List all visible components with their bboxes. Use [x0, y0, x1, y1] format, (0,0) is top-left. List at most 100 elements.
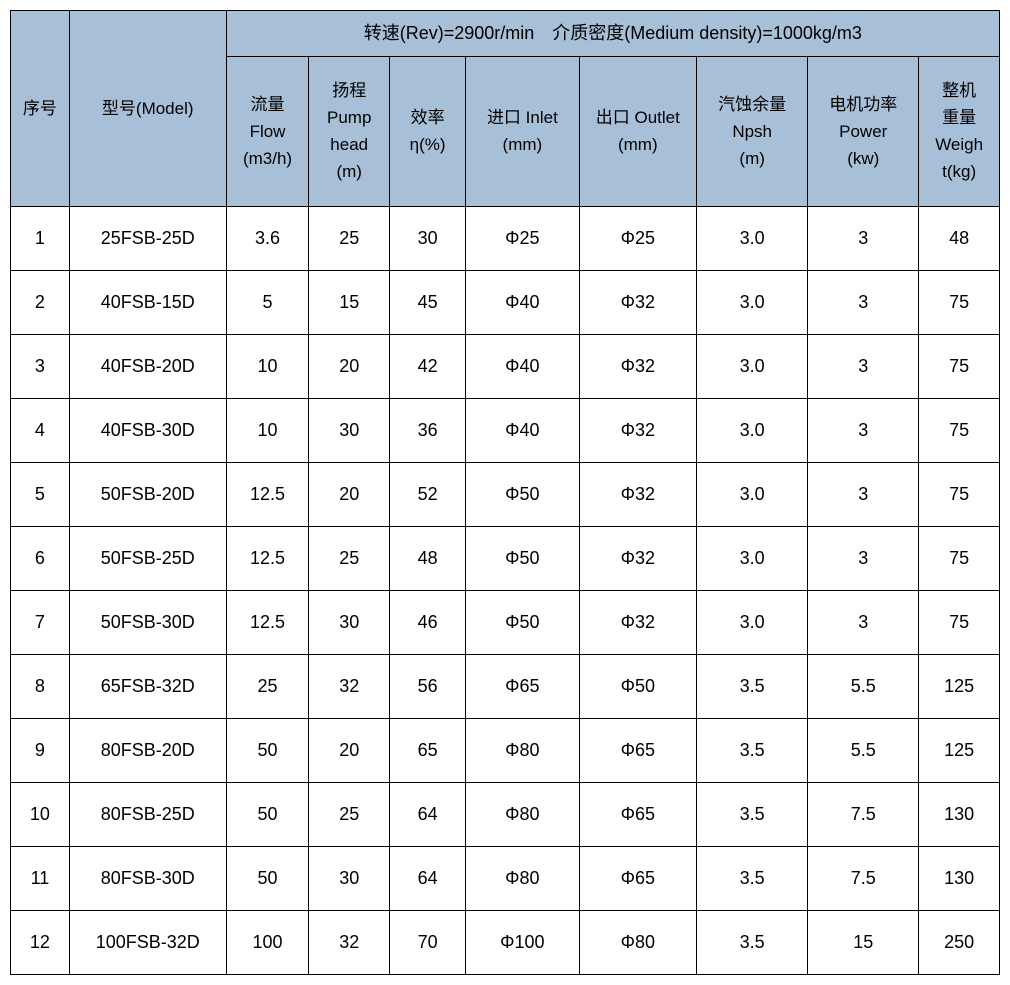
cell-power: 3 [808, 270, 919, 334]
cell-seq: 2 [11, 270, 70, 334]
cell-outlet: Φ65 [579, 718, 697, 782]
cell-model: 40FSB-30D [69, 398, 226, 462]
cell-seq: 3 [11, 334, 70, 398]
cell-seq: 6 [11, 526, 70, 590]
cell-outlet: Φ32 [579, 526, 697, 590]
header-efficiency: 效率 η(%) [390, 56, 466, 206]
cell-outlet: Φ32 [579, 270, 697, 334]
cell-flow: 3.6 [226, 206, 309, 270]
table-row: 125FSB-25D3.62530Φ25Φ253.0348 [11, 206, 1000, 270]
cell-seq: 11 [11, 846, 70, 910]
cell-seq: 7 [11, 590, 70, 654]
cell-head: 30 [309, 590, 390, 654]
cell-inlet: Φ80 [466, 846, 579, 910]
header-npsh-en: Npsh [732, 122, 772, 141]
cell-weight: 48 [919, 206, 1000, 270]
header-inlet: 进口 Inlet (mm) [466, 56, 579, 206]
header-eff-unit: η(%) [410, 135, 446, 154]
header-weight: 整机 重量 Weigh t(kg) [919, 56, 1000, 206]
cell-npsh: 3.5 [697, 654, 808, 718]
cell-weight: 125 [919, 718, 1000, 782]
cell-weight: 130 [919, 846, 1000, 910]
cell-weight: 75 [919, 270, 1000, 334]
cell-eff: 45 [390, 270, 466, 334]
cell-npsh: 3.0 [697, 206, 808, 270]
table-row: 240FSB-15D51545Φ40Φ323.0375 [11, 270, 1000, 334]
cell-power: 3 [808, 398, 919, 462]
cell-head: 20 [309, 334, 390, 398]
cell-flow: 5 [226, 270, 309, 334]
table-row: 1080FSB-25D502564Φ80Φ653.57.5130 [11, 782, 1000, 846]
cell-flow: 50 [226, 718, 309, 782]
header-model: 型号(Model) [69, 11, 226, 207]
cell-flow: 100 [226, 910, 309, 974]
cell-seq: 1 [11, 206, 70, 270]
cell-power: 15 [808, 910, 919, 974]
cell-eff: 46 [390, 590, 466, 654]
cell-model: 50FSB-25D [69, 526, 226, 590]
cell-eff: 30 [390, 206, 466, 270]
header-conditions: 转速(Rev)=2900r/min 介质密度(Medium density)=1… [226, 11, 999, 57]
header-flow-unit: (m3/h) [243, 149, 292, 168]
cell-model: 50FSB-20D [69, 462, 226, 526]
cell-npsh: 3.0 [697, 590, 808, 654]
cell-eff: 36 [390, 398, 466, 462]
cell-npsh: 3.5 [697, 846, 808, 910]
cell-eff: 56 [390, 654, 466, 718]
header-head-cn: 扬程 [332, 81, 366, 100]
cell-seq: 5 [11, 462, 70, 526]
header-seq: 序号 [11, 11, 70, 207]
cell-eff: 48 [390, 526, 466, 590]
header-inlet-label: 进口 Inlet [487, 108, 558, 127]
cell-outlet: Φ65 [579, 846, 697, 910]
table-body: 125FSB-25D3.62530Φ25Φ253.0348240FSB-15D5… [11, 206, 1000, 974]
cell-flow: 50 [226, 782, 309, 846]
cell-inlet: Φ80 [466, 718, 579, 782]
cell-outlet: Φ32 [579, 398, 697, 462]
cell-inlet: Φ100 [466, 910, 579, 974]
cell-weight: 75 [919, 462, 1000, 526]
header-weight-en: Weigh [935, 135, 983, 154]
cell-outlet: Φ65 [579, 782, 697, 846]
cell-flow: 12.5 [226, 590, 309, 654]
cell-flow: 10 [226, 398, 309, 462]
cell-power: 5.5 [808, 718, 919, 782]
header-head-en2: head [330, 135, 368, 154]
header-weight-unit: t(kg) [942, 162, 976, 181]
header-head-unit: (m) [336, 162, 361, 181]
spec-table: 序号 型号(Model) 转速(Rev)=2900r/min 介质密度(Medi… [10, 10, 1000, 975]
cell-model: 100FSB-32D [69, 910, 226, 974]
header-power: 电机功率 Power (kw) [808, 56, 919, 206]
table-row: 650FSB-25D12.52548Φ50Φ323.0375 [11, 526, 1000, 590]
cell-power: 7.5 [808, 846, 919, 910]
cell-head: 32 [309, 910, 390, 974]
cell-power: 3 [808, 526, 919, 590]
cell-head: 20 [309, 462, 390, 526]
header-flow-en: Flow [250, 122, 286, 141]
cell-weight: 130 [919, 782, 1000, 846]
cell-seq: 12 [11, 910, 70, 974]
header-outlet-label: 出口 Outlet [596, 108, 680, 127]
cell-head: 30 [309, 398, 390, 462]
cell-outlet: Φ50 [579, 654, 697, 718]
cell-npsh: 3.5 [697, 910, 808, 974]
header-outlet-unit: (mm) [618, 135, 658, 154]
table-row: 550FSB-20D12.52052Φ50Φ323.0375 [11, 462, 1000, 526]
cell-head: 32 [309, 654, 390, 718]
table-row: 12100FSB-32D1003270Φ100Φ803.515250 [11, 910, 1000, 974]
cell-weight: 75 [919, 398, 1000, 462]
header-inlet-unit: (mm) [503, 135, 543, 154]
cell-weight: 75 [919, 334, 1000, 398]
cell-inlet: Φ40 [466, 398, 579, 462]
cell-outlet: Φ25 [579, 206, 697, 270]
cell-inlet: Φ40 [466, 270, 579, 334]
cell-head: 30 [309, 846, 390, 910]
cell-seq: 9 [11, 718, 70, 782]
cell-inlet: Φ65 [466, 654, 579, 718]
cell-inlet: Φ50 [466, 462, 579, 526]
header-flow-cn: 流量 [251, 95, 285, 114]
cell-eff: 70 [390, 910, 466, 974]
cell-head: 25 [309, 206, 390, 270]
header-power-cn: 电机功率 [829, 95, 897, 114]
table-row: 1180FSB-30D503064Φ80Φ653.57.5130 [11, 846, 1000, 910]
